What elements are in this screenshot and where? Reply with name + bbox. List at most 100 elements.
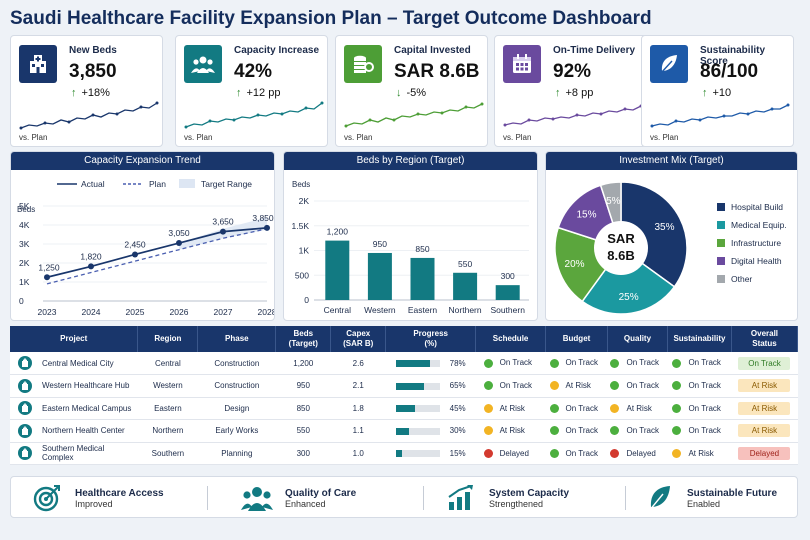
hospital-icon <box>18 378 32 393</box>
table-cell: Delayed <box>475 442 546 465</box>
table-cell: On Track <box>667 419 732 443</box>
schedule-status: On Track <box>499 358 533 368</box>
table-cell: On Track <box>667 374 732 398</box>
kpi-value: 3,850 <box>69 61 117 82</box>
kpi-sparkline <box>503 104 643 127</box>
table-row[interactable]: Western Healthcare Hub Western Constructio… <box>10 374 798 398</box>
table-cell: Northern <box>137 419 198 443</box>
capex-value: 2.6 <box>352 358 364 368</box>
data-label: 3,850 <box>252 213 274 223</box>
table-row[interactable]: Central Medical City Central Construction 1… <box>10 352 798 375</box>
status-dot <box>610 426 620 436</box>
table-cell: Central Medical City <box>10 352 138 375</box>
budget-status: At Risk <box>565 381 591 391</box>
legend-label: Hospital Build <box>731 202 783 212</box>
kpi-card-on-time-delivery: On-Time Delivery 92% ↑ +8 pp vs. Plan <box>494 35 647 147</box>
pie-slice-label: 5% <box>606 196 621 207</box>
table-cell: At Risk <box>607 397 668 420</box>
progress-value: 30% <box>449 426 466 436</box>
table-cell: On Track <box>475 374 546 398</box>
table-cell: On Track <box>607 419 668 443</box>
project-status-table: Project Region Phase Beds (Target) Capex (SAR … <box>10 326 799 465</box>
table-cell: 1.8 <box>330 397 386 420</box>
table-row[interactable]: Northern Health Center Northern Early Work… <box>10 419 798 443</box>
bar-northern <box>453 272 478 300</box>
table-cell: 45% <box>385 397 476 420</box>
status-dot <box>549 358 559 368</box>
investment-mix-chart: 35% 25% 20% 15% 5% SAR 8.6B Hospital Build Me… <box>554 181 787 315</box>
sustain-status: At Risk <box>688 448 714 458</box>
kpi-sparkline <box>19 101 159 130</box>
actual-data-point <box>264 224 270 231</box>
region-value: Northern <box>152 426 184 436</box>
kpi-delta: ↑ +8 pp <box>555 87 593 99</box>
column-header-text: Sustainability <box>673 334 726 343</box>
legend-label: Digital Health <box>731 256 782 266</box>
footer-item-capacity: System Capacity Strengthened <box>447 477 569 519</box>
actual-data-point <box>176 240 182 247</box>
column-header-text: Progress <box>413 329 448 338</box>
schedule-status: At Risk <box>499 403 525 413</box>
table-cell: At Risk <box>475 419 546 443</box>
status-dot <box>610 448 620 458</box>
kpi-delta-value: +8 pp <box>565 87 594 99</box>
table-cell: At Risk <box>667 442 732 465</box>
table-cell: Northern Health Center <box>10 419 138 443</box>
table-cell: On Track <box>545 419 608 443</box>
budget-status: On Track <box>565 426 598 436</box>
column-header-text: Schedule <box>492 334 529 343</box>
capex-value: 1.0 <box>352 448 364 458</box>
capex-value: 2.1 <box>352 381 364 391</box>
data-label: 950 <box>373 239 387 249</box>
data-label: 850 <box>415 244 429 254</box>
table-cell: 1,200 <box>275 352 331 375</box>
project-name: Western Healthcare Hub <box>42 381 130 391</box>
column-header: Project <box>10 326 139 352</box>
column-header-text: Quality <box>623 334 652 343</box>
table-row[interactable]: Eastern Medical Campus Eastern Design 850 1.… <box>10 397 798 420</box>
overall-status-badge: At Risk <box>738 379 791 393</box>
table-cell: 850 <box>275 397 331 420</box>
status-dot <box>549 448 559 458</box>
bar-southern <box>495 285 520 300</box>
table-cell: Construction <box>197 352 276 375</box>
quality-status: Delayed <box>626 448 656 458</box>
kpi-delta-value: +10 <box>712 87 732 99</box>
investment-mix-panel: Investment Mix (Target) 35% 25% 20% 15% 5% S… <box>545 151 798 321</box>
footer-item-sustainability: Sustainable Future Enabled <box>647 477 777 519</box>
table-cell: 78% <box>385 352 476 375</box>
overall-status-badge: Delayed <box>738 446 791 460</box>
sustain-status: On Track <box>688 426 721 436</box>
table-cell: At Risk <box>731 397 798 420</box>
table-cell: Southern <box>137 442 198 465</box>
arrow-down-icon: ↓ <box>396 87 402 99</box>
x-tick-label: 2028 <box>258 307 275 317</box>
footer-title: Healthcare Access <box>75 487 164 499</box>
table-cell: At Risk <box>731 419 798 443</box>
capex-value: 1.1 <box>352 426 364 436</box>
table-cell: Early Works <box>197 419 276 443</box>
kpi-compare-label: vs. Plan <box>650 133 679 142</box>
bar-western <box>367 252 392 300</box>
kpi-label: Capacity Increase <box>234 45 320 56</box>
kpi-compare-label: vs. Plan <box>503 133 532 142</box>
data-label: 3,650 <box>212 217 234 227</box>
footer-subtitle: Improved <box>75 498 113 509</box>
table-cell: 15% <box>385 442 476 465</box>
legend-label: Infrastructure <box>731 238 781 248</box>
y-tick-label: 2K <box>299 196 310 206</box>
target-icon <box>33 485 60 512</box>
progress-value: 65% <box>449 381 466 391</box>
table-row[interactable]: Southern Medical Complex Southern Planning… <box>10 442 798 465</box>
table-cell: 1.0 <box>330 442 386 465</box>
column-header: Sustainability <box>667 326 732 352</box>
data-label: 3,050 <box>168 228 190 238</box>
status-dot <box>610 358 620 368</box>
progress-bar <box>395 427 440 435</box>
region-value: Western <box>153 381 183 391</box>
column-header: Beds (Target) <box>275 326 332 352</box>
beds-by-region-panel: Beds by Region (Target) Beds 0 500 1K 1.5K 2… <box>283 151 538 321</box>
y-tick-label: 500 <box>295 270 309 280</box>
progress-bar-fill <box>395 450 403 458</box>
column-header-text: Region <box>154 334 182 343</box>
